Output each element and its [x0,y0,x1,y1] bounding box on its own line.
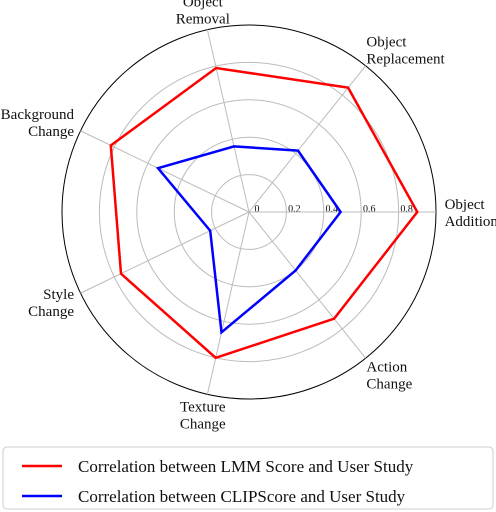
spoke [248,211,366,359]
legend-box [2,446,494,510]
spoke [206,211,250,395]
r-tick-label: 0 [255,204,260,215]
series-line [155,145,343,335]
r-tick-label: 0.2 [288,204,301,215]
series-line [109,66,419,360]
r-tick-label: 0.8 [400,204,413,215]
category-label: Object Removal [176,0,230,28]
spoke [206,29,250,213]
spoke [248,65,366,213]
category-label: Style Change [28,287,74,320]
legend-label: Correlation between LMM Score and User S… [78,457,414,476]
r-tick-label: 0.4 [326,204,339,215]
spoke [80,211,250,294]
spoke [80,130,250,213]
category-label: Texture Change [180,399,226,432]
r-tick-label: 0.6 [363,204,376,215]
category-label: Action Change [366,359,412,392]
legend-label: Correlation between CLIPScore and User S… [78,487,406,506]
category-label: Object Replacement [366,35,445,68]
category-label: Object Addition [445,197,496,230]
category-label: Background Change [1,107,75,140]
legend: Correlation between LMM Score and User S… [2,446,494,510]
